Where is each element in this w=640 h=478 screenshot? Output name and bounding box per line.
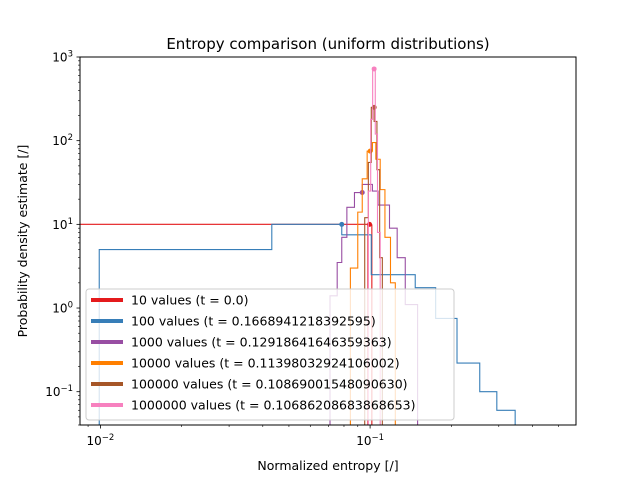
series-line-2 — [80, 223, 516, 425]
legend-label-4: 10000 values (t = 0.11398032924106002) — [131, 356, 400, 371]
y-tick-label: 103 — [52, 50, 73, 65]
y-tick-label: 102 — [52, 133, 73, 148]
series-line-3 — [329, 183, 419, 425]
legend-label-5: 100000 values (t = 0.10869001548090630) — [131, 377, 408, 392]
series-point-2 — [339, 221, 345, 227]
x-tick-label: 10−2 — [87, 433, 115, 448]
y-axis-label: Probability density estimate [/] — [15, 145, 30, 338]
chart-title: Entropy comparison (uniform distribution… — [166, 35, 489, 53]
legend-label-2: 100 values (t = 0.1668941218392595) — [131, 314, 376, 329]
series-layer — [80, 66, 516, 425]
y-tick-label: 10−1 — [45, 384, 73, 399]
y-axis: 10−1 100 101 102 103 — [45, 50, 80, 426]
x-tick-label: 10−1 — [356, 433, 384, 448]
legend-label-1: 10 values (t = 0.0) — [131, 293, 248, 308]
series-line-4 — [349, 141, 396, 425]
x-axis-label: Normalized entropy [/] — [257, 458, 398, 473]
x-axis: 10−2 10−1 — [87, 425, 559, 448]
series-point-1 — [367, 221, 373, 227]
legend-label-6: 1000000 values (t = 0.10686208683868653) — [131, 398, 415, 413]
legend-label-3: 1000 values (t = 0.12918641646359363) — [131, 335, 392, 350]
series-point-6 — [371, 66, 377, 72]
y-tick-label: 100 — [52, 301, 73, 316]
y-tick-label: 101 — [52, 217, 73, 232]
series-point-4 — [367, 148, 373, 154]
legend-entries: 10 values (t = 0.0) 100 values (t = 0.166… — [91, 293, 415, 413]
plot-frame — [79, 56, 577, 426]
legend-box — [85, 288, 455, 421]
legend: 10 values (t = 0.0) 100 values (t = 0.166… — [85, 288, 455, 421]
